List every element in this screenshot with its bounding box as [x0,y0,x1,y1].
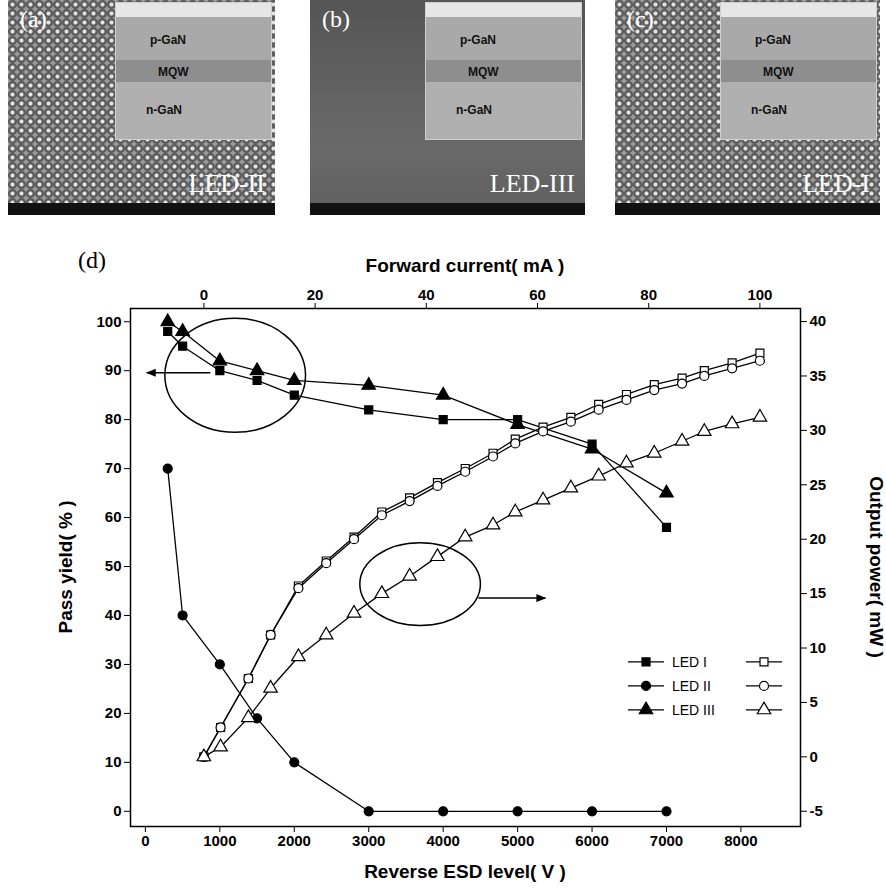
svg-text:0: 0 [141,832,149,849]
svg-text:20: 20 [307,286,324,303]
html-text:MQW: MQW [763,65,794,79]
svg-text:80: 80 [105,410,122,427]
svg-text:20: 20 [810,530,827,547]
svg-text:25: 25 [810,476,827,493]
svg-text:7000: 7000 [650,832,683,849]
svg-text:35: 35 [810,367,827,384]
html-text:LED-I: LED-I [802,169,870,198]
html-text:MQW: MQW [468,65,499,79]
svg-text:1000: 1000 [203,832,236,849]
svg-text:100: 100 [747,286,772,303]
svg-text:LED I: LED I [672,654,707,670]
svg-text:4000: 4000 [426,832,459,849]
html-text:LED-III: LED-III [489,169,575,198]
html-text:n-GaN: n-GaN [146,103,182,117]
html-text:LED-II: LED-II [188,169,265,198]
svg-text:20: 20 [105,704,122,721]
svg-text:10: 10 [810,639,827,656]
html-text:(b): (b) [322,6,350,32]
svg-text:-5: -5 [810,802,823,819]
svg-text:Pass yield( % ): Pass yield( % ) [55,500,76,633]
svg-text:30: 30 [105,655,122,672]
svg-text:80: 80 [640,286,657,303]
svg-text:LED II: LED II [672,678,711,694]
svg-text:Reverse ESD level( V ): Reverse ESD level( V ) [364,861,566,882]
svg-text:0: 0 [810,748,818,765]
html-text:(c): (c) [627,6,654,32]
html-text:MQW: MQW [158,65,189,79]
svg-text:3000: 3000 [352,832,385,849]
svg-text:70: 70 [105,459,122,476]
html-text:(a): (a) [20,6,47,32]
svg-text:60: 60 [105,508,122,525]
svg-text:6000: 6000 [575,832,608,849]
svg-text:5: 5 [810,693,818,710]
svg-text:30: 30 [810,421,827,438]
svg-text:8000: 8000 [724,832,757,849]
svg-text:(d): (d) [78,247,106,273]
html-text:p-GaN: p-GaN [755,33,791,47]
svg-text:15: 15 [810,584,827,601]
svg-text:60: 60 [529,286,546,303]
html-text:p-GaN: p-GaN [460,33,496,47]
svg-text:40: 40 [810,312,827,329]
svg-text:40: 40 [105,606,122,623]
svg-text:40: 40 [418,286,435,303]
svg-text:90: 90 [105,361,122,378]
svg-text:100: 100 [96,313,121,330]
html-text:n-GaN: n-GaN [456,103,492,117]
svg-text:5000: 5000 [501,832,534,849]
svg-text:50: 50 [105,557,122,574]
svg-text:0: 0 [113,802,121,819]
svg-text:Output power( mW ): Output power( mW ) [866,476,886,658]
svg-text:LED III: LED III [672,702,715,718]
html-text:n-GaN: n-GaN [751,103,787,117]
svg-text:10: 10 [105,753,122,770]
svg-text:Forward current( mA ): Forward current( mA ) [366,255,565,276]
svg-text:2000: 2000 [278,832,311,849]
svg-text:0: 0 [200,286,208,303]
html-text:p-GaN: p-GaN [150,33,186,47]
